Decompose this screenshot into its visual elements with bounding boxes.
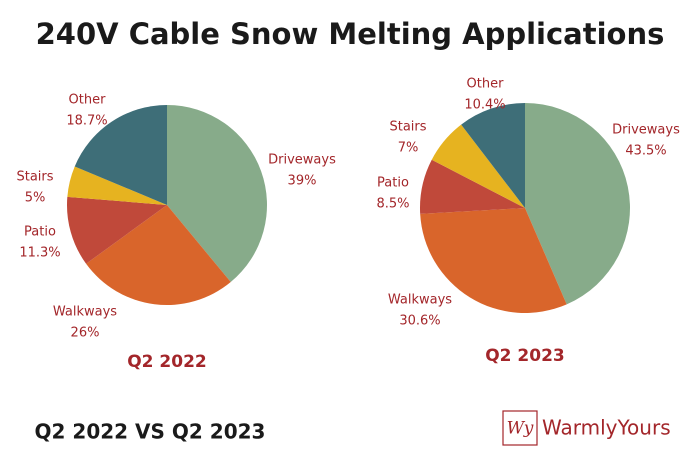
slice-label: Patio <box>377 176 409 191</box>
pie-slice <box>67 166 167 205</box>
slice-value-label: 11.3% <box>19 246 60 261</box>
pie-slice <box>74 105 167 205</box>
slice-label: Walkways <box>53 305 117 320</box>
logo-text: WarmlyYours <box>542 416 671 440</box>
slice-value-label: 10.4% <box>464 98 505 113</box>
slice-label: Other <box>467 77 505 92</box>
slice-label: Stairs <box>16 170 53 185</box>
slice-label: Patio <box>24 225 56 240</box>
slice-label: Driveways <box>268 153 336 168</box>
slice-value-label: 18.7% <box>66 114 107 129</box>
slice-value-label: 26% <box>71 326 100 341</box>
pie-slice <box>431 124 525 208</box>
pie-slice <box>86 205 231 306</box>
pie-slice <box>525 103 630 305</box>
slice-value-label: 30.6% <box>399 314 440 329</box>
slice-value-label: 7% <box>398 141 419 156</box>
slice-value-label: 5% <box>25 191 46 206</box>
pie-slice <box>461 103 525 208</box>
slice-label: Other <box>69 93 107 108</box>
pie-title: Q2 2023 <box>485 346 565 366</box>
logo-mark: Wy <box>507 419 534 439</box>
slice-value-label: 8.5% <box>376 197 409 212</box>
slice-label: Walkways <box>388 293 452 308</box>
title: 240V Cable Snow Melting Applications <box>36 17 665 51</box>
pie-slice <box>67 196 167 264</box>
slice-label: Driveways <box>612 123 680 138</box>
logo: Wy WarmlyYours <box>502 410 671 446</box>
pie-slice <box>420 208 567 313</box>
slice-value-label: 43.5% <box>625 144 666 159</box>
logo-box <box>502 410 538 446</box>
slice-value-label: 39% <box>288 174 317 189</box>
footer: Q2 2022 VS Q2 2023 <box>35 420 266 444</box>
pie-slice <box>420 159 525 214</box>
pie-title: Q2 2022 <box>127 352 207 372</box>
slice-label: Stairs <box>389 120 426 135</box>
pie-slice <box>167 105 267 283</box>
